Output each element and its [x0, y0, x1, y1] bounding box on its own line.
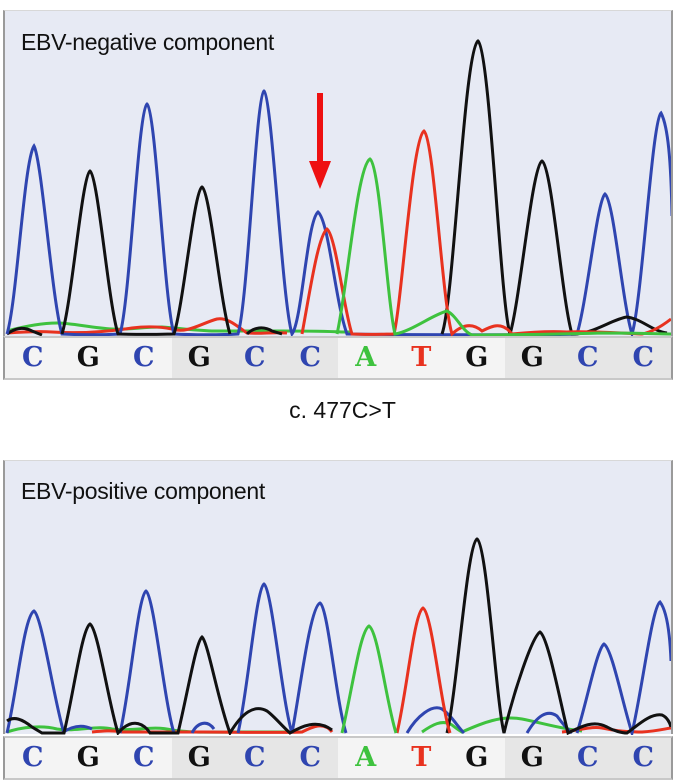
trace-black-g	[6, 537, 671, 735]
base-call-row-ebv-positive: C G C G C C A T G G C C	[3, 736, 673, 780]
base-call: C	[22, 342, 44, 373]
base-call: T	[411, 342, 432, 373]
base-call: G	[520, 742, 544, 773]
trace-red-noise	[6, 317, 288, 335]
trace-red-t	[395, 606, 452, 734]
chromatogram-traces-ebv-negative	[5, 39, 671, 337]
trace-black-g	[60, 39, 668, 337]
base-call: C	[577, 342, 599, 373]
base-group: A T G	[338, 738, 505, 778]
base-call: C	[22, 742, 44, 773]
trace-blue-c	[5, 582, 671, 735]
base-call: C	[133, 742, 155, 773]
base-call: C	[299, 742, 322, 773]
base-call: G	[465, 742, 489, 773]
base-call: C	[244, 742, 266, 773]
base-call: A	[355, 742, 377, 773]
base-group: G C C	[171, 338, 338, 378]
base-call: C	[244, 342, 266, 373]
base-call: G	[187, 742, 211, 773]
chromatogram-panel-ebv-positive: EBV-positive component	[3, 460, 673, 735]
base-call-row-ebv-negative: C G C G C C A T G G C C	[3, 336, 673, 380]
base-call: C	[133, 342, 155, 373]
trace-red-t	[300, 129, 671, 337]
base-call: C	[577, 742, 599, 773]
base-call: G	[465, 342, 489, 373]
base-group: A T G	[338, 338, 505, 378]
base-call: G	[520, 342, 544, 373]
mutation-arrow-icon	[309, 93, 331, 189]
base-call: G	[76, 342, 100, 373]
base-call: C	[299, 342, 322, 373]
chromatogram-panel-ebv-negative: EBV-negative component	[3, 10, 673, 337]
trace-black-noise	[6, 326, 283, 337]
base-group: C G C	[5, 338, 172, 378]
trace-green-a	[340, 624, 398, 734]
trace-blue-c	[5, 89, 671, 337]
base-group: C G C	[5, 738, 172, 778]
base-call: A	[355, 342, 377, 373]
base-call: G	[187, 342, 211, 373]
panel-title: EBV-negative component	[21, 29, 274, 55]
trace-blue-noise	[61, 706, 573, 735]
base-group: G C C	[171, 738, 338, 778]
mutation-caption: c. 477C>T	[289, 397, 396, 423]
base-group: G C C	[504, 338, 671, 378]
panel-title: EBV-positive component	[21, 478, 265, 504]
base-call: C	[632, 342, 655, 373]
chromatogram-traces-ebv-positive	[5, 537, 671, 735]
base-call: G	[76, 742, 100, 773]
base-group: G C C	[504, 738, 671, 778]
base-call: T	[411, 742, 432, 773]
trace-green-a	[335, 157, 671, 337]
base-call: C	[632, 742, 655, 773]
